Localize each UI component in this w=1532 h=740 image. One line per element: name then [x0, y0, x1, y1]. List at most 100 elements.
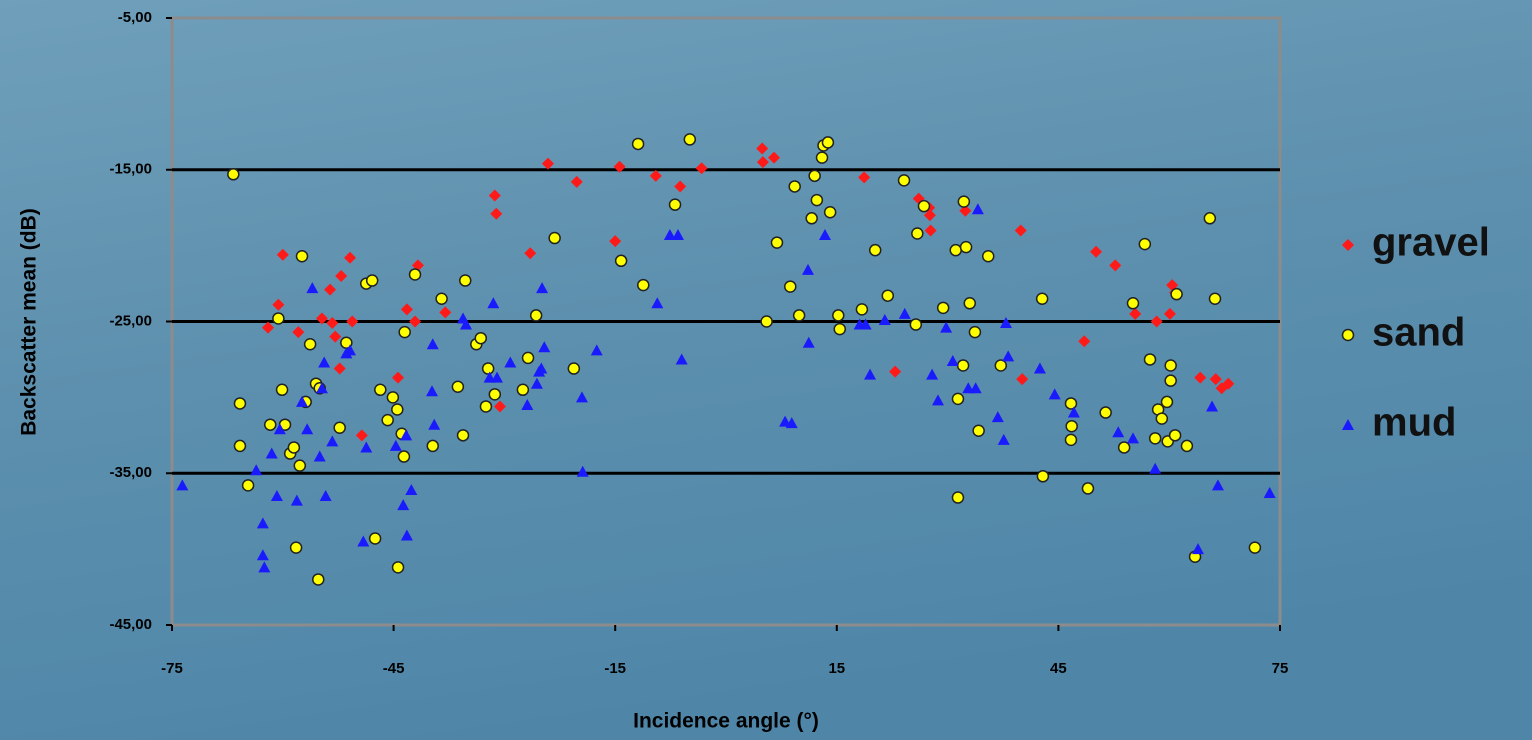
point: [971, 203, 984, 215]
point: [674, 180, 687, 193]
point: [1143, 353, 1157, 366]
x-axis-title: Incidence angle (°): [633, 710, 819, 733]
point: [530, 377, 543, 389]
point: [360, 441, 373, 453]
point: [315, 382, 328, 394]
point: [405, 483, 418, 495]
point: [333, 362, 346, 375]
point: [864, 368, 877, 380]
legend-label: sand: [1372, 311, 1465, 355]
point: [631, 137, 645, 151]
point: [805, 212, 818, 225]
point: [570, 175, 583, 188]
x-tick-label: 45: [1050, 660, 1067, 677]
point: [301, 423, 314, 435]
point: [968, 325, 982, 339]
point: [1016, 373, 1029, 386]
point: [1155, 412, 1169, 425]
point: [1064, 433, 1078, 447]
point: [426, 338, 439, 350]
point: [381, 413, 394, 427]
point: [999, 317, 1012, 329]
point: [1170, 287, 1183, 301]
point: [374, 383, 387, 397]
x-tick-label: -45: [383, 660, 405, 677]
point: [428, 418, 441, 430]
point: [651, 297, 664, 309]
point: [400, 303, 413, 316]
point: [1150, 315, 1163, 328]
point: [575, 391, 588, 403]
point: [227, 168, 240, 181]
point: [368, 532, 382, 545]
point: [303, 338, 317, 351]
point: [1138, 237, 1152, 251]
point: [926, 368, 939, 380]
point: [398, 325, 411, 339]
point: [435, 292, 448, 305]
point: [536, 282, 549, 294]
point: [491, 371, 504, 383]
point: [994, 359, 1008, 372]
point: [265, 447, 278, 459]
point: [792, 309, 806, 322]
point: [897, 174, 911, 187]
point: [318, 356, 331, 368]
point: [1206, 400, 1219, 412]
point: [1065, 419, 1078, 433]
point: [818, 229, 831, 241]
point: [535, 362, 548, 374]
point: [949, 243, 962, 257]
point: [256, 517, 269, 529]
point: [1149, 462, 1162, 474]
point: [326, 317, 339, 330]
point: [346, 315, 359, 328]
point: [683, 133, 697, 146]
point: [439, 306, 452, 319]
point: [946, 354, 959, 366]
point: [408, 268, 422, 281]
point: [911, 227, 924, 240]
point: [1148, 432, 1162, 445]
point: [344, 251, 357, 264]
point: [858, 171, 871, 184]
point: [936, 301, 950, 315]
point: [576, 465, 589, 477]
point: [1099, 406, 1112, 419]
point: [1211, 479, 1224, 491]
point: [756, 156, 769, 169]
point: [1180, 439, 1194, 453]
point: [788, 180, 801, 193]
point: [808, 169, 821, 183]
y-tick-label: -5,00: [118, 9, 152, 26]
point: [1117, 441, 1131, 454]
point: [521, 398, 534, 410]
point: [649, 169, 662, 182]
x-tick-label: -15: [604, 660, 626, 677]
point: [931, 394, 944, 406]
point: [272, 298, 285, 311]
point: [969, 382, 982, 394]
point: [292, 326, 305, 339]
point: [233, 397, 247, 410]
x-tick-label: -75: [161, 660, 183, 677]
point: [1209, 373, 1222, 386]
point: [273, 423, 286, 435]
point: [637, 278, 650, 292]
point: [1263, 486, 1276, 498]
point: [823, 205, 837, 219]
point: [459, 318, 472, 330]
point: [459, 274, 472, 287]
legend-label: mud: [1372, 401, 1456, 445]
point: [972, 424, 985, 438]
point: [313, 450, 326, 462]
point: [524, 247, 537, 260]
point: [959, 204, 972, 217]
point: [1129, 307, 1142, 320]
point: [909, 318, 923, 331]
point: [951, 491, 965, 504]
point: [521, 351, 535, 365]
point: [289, 541, 303, 554]
point: [821, 136, 835, 149]
